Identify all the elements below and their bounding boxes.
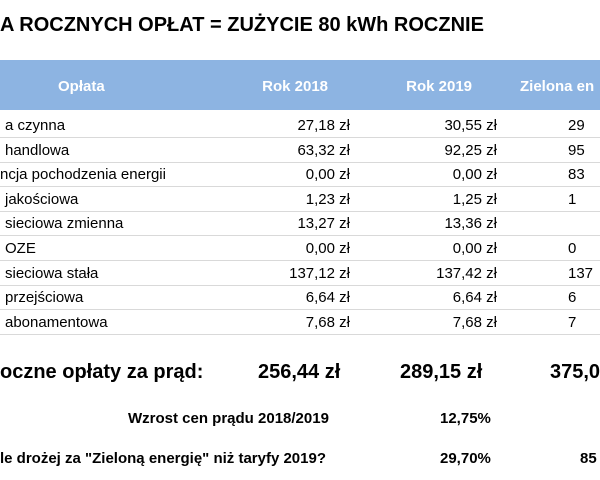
row-divider [0, 333, 600, 335]
row-label: sieciowa stała [5, 264, 99, 282]
row-label: ncja pochodzenia energii [0, 166, 166, 184]
row-divider [0, 186, 600, 188]
cell-value: 63,32 zł [297, 141, 350, 159]
cell-value: 1 [568, 190, 577, 208]
row-divider [0, 309, 600, 311]
growth-label: Wzrost cen prądu 2018/2019 [128, 410, 329, 427]
cell-value: 7 [568, 313, 577, 331]
row-label: sieciowa zmienna [5, 215, 124, 233]
cell-value: 27,18 zł [297, 117, 350, 134]
cell-value: 0,00 zł [305, 166, 350, 184]
row-label: jakościowa [5, 190, 79, 208]
cell-value: 7,68 zł [452, 313, 497, 331]
cell-value: 6,64 zł [305, 289, 350, 307]
total-value: 375,0 [550, 361, 600, 383]
cell-value: 0 [568, 240, 577, 257]
cell-value: 7,68 zł [305, 313, 350, 331]
row-label: przejściowa [5, 289, 84, 307]
cell-value: 137 [568, 264, 594, 282]
growth-value: 12,75% [440, 410, 491, 427]
row-divider [0, 161, 600, 163]
cell-value: 13,27 zł [297, 215, 350, 233]
cell-value: 30,55 zł [444, 117, 497, 134]
cell-value: 0,00 zł [452, 166, 497, 184]
row-divider [0, 260, 600, 261]
row-divider [0, 210, 600, 212]
column-header: Rok 2018 [262, 78, 328, 95]
total-value: 289,15 zł [400, 361, 483, 383]
cell-value: 137,12 zł [289, 264, 350, 282]
cell-value: 1,25 zł [452, 190, 497, 208]
cell-value: 6,64 zł [452, 289, 497, 307]
green-value: 29,70% [440, 450, 491, 467]
total-label: oczne opłaty za prąd: [0, 361, 204, 383]
cell-value: 13,36 zł [444, 215, 497, 233]
cell-value: 92,25 zł [444, 141, 497, 159]
row-label: abonamentowa [5, 313, 108, 331]
green-label: le drożej za "Zieloną energię" niż taryf… [0, 450, 327, 467]
cell-value: 0,00 zł [305, 240, 350, 257]
cell-value: 83 [568, 166, 585, 184]
column-header: Zielona en [520, 78, 595, 95]
cell-value: 6 [568, 289, 577, 307]
title: A ROCZNYCH OPŁAT = ZUŻYCIE 80 kWh ROCZNI… [0, 14, 484, 36]
row-divider [0, 284, 600, 286]
row-label: OZE [5, 240, 36, 257]
cell-value: 95 [568, 141, 585, 159]
cell-value: 1,23 zł [305, 190, 350, 208]
cell-value: 0,00 zł [452, 240, 497, 257]
row-divider [0, 235, 600, 237]
cell-value: 29 [568, 117, 585, 134]
row-divider [0, 137, 600, 138]
header-band [0, 60, 600, 110]
green-value: 85 [580, 450, 597, 467]
row-label: handlowa [5, 141, 70, 159]
cell-value: 137,42 zł [436, 264, 497, 282]
total-value: 256,44 zł [258, 361, 341, 383]
row-label: a czynna [5, 117, 66, 134]
column-header: Rok 2019 [406, 78, 472, 95]
column-header: Opłata [58, 78, 105, 95]
